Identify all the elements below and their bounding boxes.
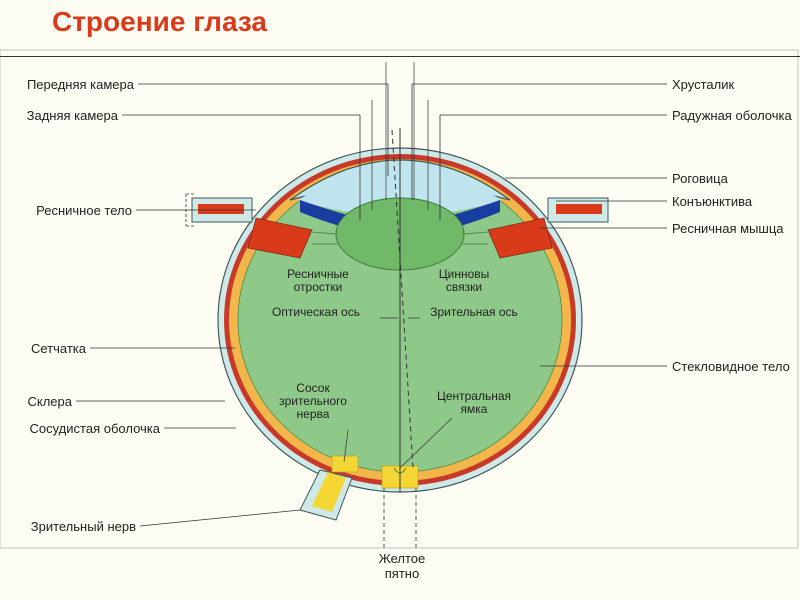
label-vitreous: Стекловидное тело xyxy=(672,360,790,375)
label-choroid: Сосудистая оболочка xyxy=(30,422,161,437)
label-retina: Сетчатка xyxy=(31,342,86,357)
label-conjunctiva: Конъюнктива xyxy=(672,195,752,210)
label-fovea: Центральнаяямка xyxy=(428,390,520,416)
label-visual-axis: Зрительная ось xyxy=(418,306,530,319)
label-ciliary-processes: Ресничныеотростки xyxy=(278,268,358,294)
label-anterior-chamber: Передняя камера xyxy=(27,78,134,93)
page-title: Строение глаза xyxy=(52,6,267,38)
label-optic-nerve: Зрительный нерв xyxy=(31,520,136,535)
label-posterior-chamber: Задняя камера xyxy=(27,109,118,124)
label-zonules: Цинновысвязки xyxy=(428,268,500,294)
label-macula: Желтоепятно xyxy=(372,552,432,582)
label-ciliary-body: Ресничное тело xyxy=(36,204,132,219)
label-optical-axis: Оптическая ось xyxy=(256,306,376,319)
divider xyxy=(0,56,800,57)
label-sclera: Склера xyxy=(28,395,73,410)
label-optic-disc: Сосокзрительногонерва xyxy=(268,382,358,422)
label-iris: Радужная оболочка xyxy=(672,109,792,124)
label-cornea: Роговица xyxy=(672,172,728,187)
label-ciliary-muscle: Ресничная мышца xyxy=(672,222,784,237)
label-lens: Хрусталик xyxy=(672,78,734,93)
